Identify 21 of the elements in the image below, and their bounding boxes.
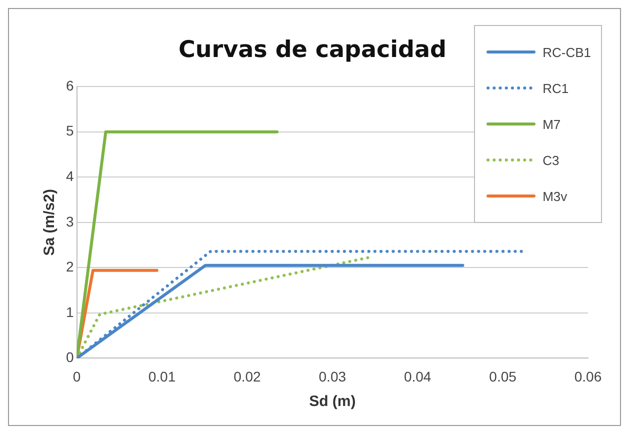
legend-label: RC-CB1: [542, 44, 591, 60]
x-tick-label: 0.01: [148, 368, 176, 384]
y-tick-label: 0: [66, 349, 74, 366]
y-tick-label: 2: [66, 258, 74, 275]
legend-label: RC1: [542, 80, 569, 96]
x-tick-label: 0.04: [404, 368, 432, 384]
legend-label: M3v: [542, 188, 568, 204]
chart-title: Curvas de capacidad: [178, 36, 446, 63]
y-tick-label: 1: [66, 304, 74, 320]
x-tick-label: 0.03: [318, 368, 346, 384]
x-tick-label: 0.02: [234, 368, 262, 384]
legend-label: M7: [542, 116, 561, 132]
legend-label: C3: [542, 152, 560, 168]
y-tick-label: 5: [66, 122, 74, 139]
y-tick-label: 3: [66, 213, 74, 230]
y-axis-title: Sa (m/s2): [41, 189, 58, 256]
x-axis-title: Sd (m): [309, 393, 356, 410]
x-tick-label: 0.05: [489, 368, 517, 384]
y-tick-label: 6: [66, 77, 74, 94]
y-tick-label: 4: [66, 168, 74, 184]
x-tick-label: 0.06: [574, 368, 602, 384]
